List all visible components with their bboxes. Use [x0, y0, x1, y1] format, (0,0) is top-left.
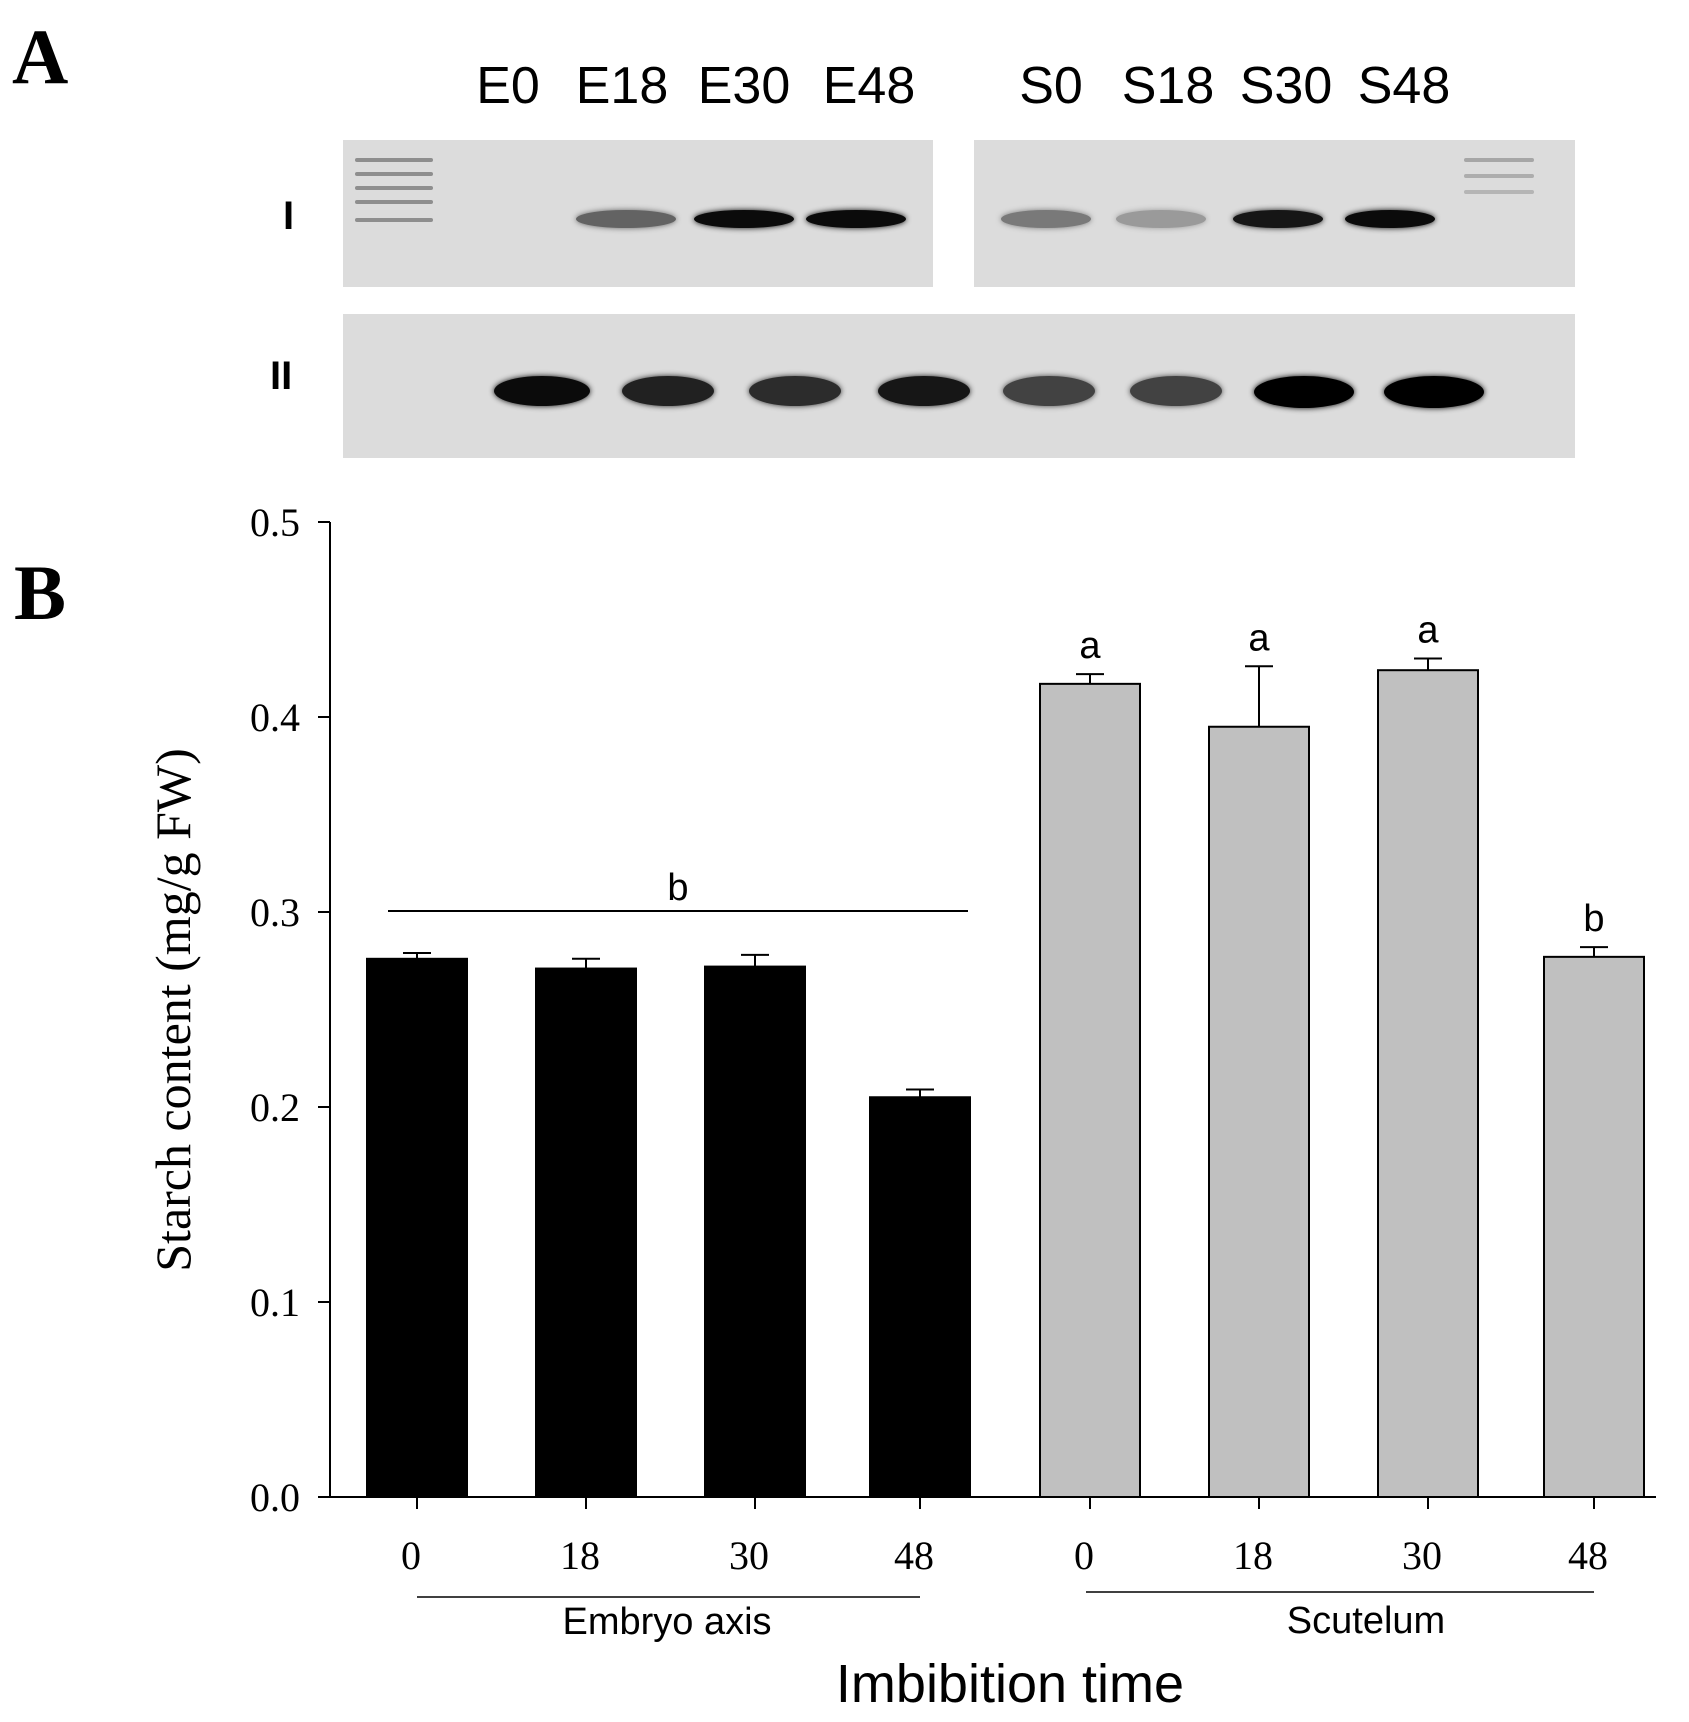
- x-tick-label: 30: [1402, 1533, 1442, 1578]
- gel-band-row1-s48: [1345, 210, 1435, 228]
- ladder-band: [1464, 174, 1534, 178]
- gel-band-row2-s30: [1254, 376, 1354, 408]
- bar: [1208, 725, 1310, 1498]
- bar: [704, 965, 806, 1498]
- gel-band-row2-e30: [749, 376, 841, 406]
- bar: [1039, 682, 1141, 1498]
- y-tick-label: 0.5: [250, 500, 300, 545]
- gel-band-row2-s48: [1384, 376, 1484, 408]
- gel-band-row1-s30: [1233, 210, 1323, 228]
- gel-band-row1-e48: [806, 210, 906, 228]
- gel-row-label-ii: II: [270, 354, 293, 398]
- y-axis-title: Starch content (mg/g FW): [145, 748, 201, 1272]
- bar: [1377, 669, 1479, 1498]
- significance-letter: a: [1417, 610, 1439, 652]
- x-tick-label: 0: [401, 1533, 421, 1578]
- significance-letter: a: [1248, 617, 1270, 659]
- x-tick-label: 18: [1233, 1533, 1273, 1578]
- ladder-band: [355, 200, 433, 204]
- x-tick-label: 18: [560, 1533, 600, 1578]
- significance-letter: b: [1583, 898, 1604, 940]
- group-label-embryo: Embryo axis: [562, 1601, 771, 1643]
- x-tick-label: 0: [1074, 1533, 1094, 1578]
- y-tick-label: 0.3: [250, 890, 300, 935]
- y-tick-label: 0.4: [250, 695, 300, 740]
- gel-band-row2-e0: [494, 376, 590, 406]
- ladder-band: [355, 218, 433, 222]
- gel-band-row2-e18: [622, 376, 714, 406]
- lane-label-e18: E18: [575, 57, 669, 115]
- panel-a-letter: A: [12, 13, 69, 100]
- ladder-band: [1464, 158, 1534, 162]
- lane-label-s30: S30: [1239, 57, 1333, 115]
- y-tick-label: 0.1: [250, 1280, 300, 1325]
- x-tick-label: 48: [1568, 1533, 1608, 1578]
- bar: [535, 967, 637, 1498]
- gel-band-row1-s18: [1116, 210, 1206, 228]
- embryo-significance-letter: b: [667, 867, 688, 909]
- y-tick-label: 0.0: [250, 1475, 300, 1520]
- ladder-band: [355, 158, 433, 162]
- gel-band-row1-e30: [694, 210, 794, 228]
- lane-label-e30: E30: [697, 57, 791, 115]
- bar: [1543, 955, 1645, 1498]
- x-tick-label: 30: [729, 1533, 769, 1578]
- lane-label-s18: S18: [1121, 57, 1215, 115]
- y-tick-label: 0.2: [250, 1085, 300, 1130]
- gel-row-label-i: I: [283, 194, 295, 238]
- group-label-scutelum: Scutelum: [1287, 1600, 1445, 1642]
- gel-band-row2-s18: [1130, 376, 1222, 406]
- gel-band-row2-s0: [1003, 376, 1095, 406]
- lane-label-e0: E0: [476, 57, 540, 115]
- gel-band-row1-e18: [576, 210, 676, 228]
- panel-b-letter: B: [14, 549, 67, 636]
- x-axis-title: Imbibition time: [836, 1654, 1184, 1714]
- lane-label-s48: S48: [1357, 57, 1451, 115]
- gel-band-row1-s0: [1001, 210, 1091, 228]
- lane-label-e48: E48: [822, 57, 916, 115]
- significance-letter: a: [1079, 625, 1101, 667]
- x-tick-label: 48: [894, 1533, 934, 1578]
- bar: [869, 1096, 971, 1498]
- ladder-band: [1464, 190, 1534, 194]
- bar: [366, 957, 468, 1498]
- lane-label-s0: S0: [1019, 57, 1083, 115]
- ladder-band: [355, 172, 433, 176]
- gel-band-row2-e48: [878, 376, 970, 406]
- ladder-band: [355, 186, 433, 190]
